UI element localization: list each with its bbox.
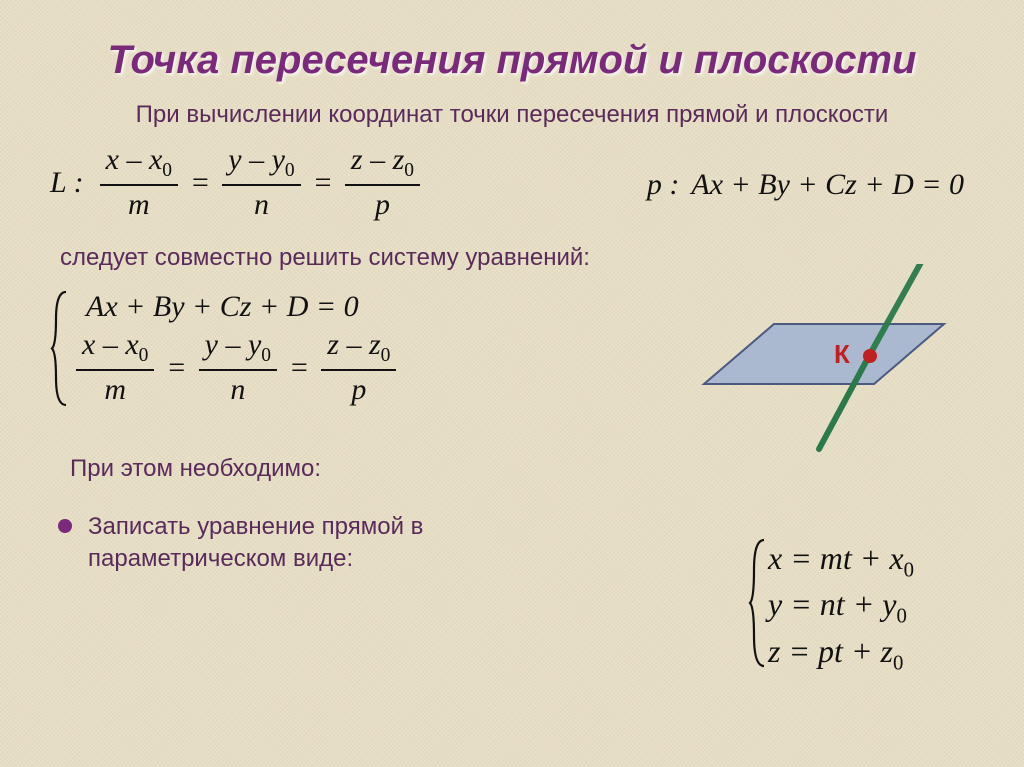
sfrac1-sub: 0 (139, 345, 149, 366)
system-eq1: Ax + By + Cz + D = 0 (72, 290, 512, 328)
line-label: L : (50, 166, 84, 200)
param-brace-icon (748, 538, 768, 668)
plane-equation: p : Ax + By + Cz + D = 0 (647, 168, 964, 202)
frac3-num: z – z (351, 143, 404, 176)
sfrac3-den: p (345, 371, 372, 407)
param-eq-z: z = pt + z0 (768, 631, 914, 677)
p2-lhs: y (768, 586, 782, 622)
p3-lhs: z (768, 633, 780, 669)
fraction-y: y – y0 n (222, 143, 300, 222)
plane-line-diagram: К (664, 264, 984, 454)
frac3-sub: 0 (404, 160, 414, 181)
sfrac3-num: z – z (327, 328, 380, 361)
p1-sub: 0 (904, 558, 914, 581)
sys-equals-1: = (166, 351, 186, 385)
necessary-text: При этом необходимо: (0, 455, 1024, 483)
sfrac2-num: y – y (205, 328, 262, 361)
line-equation: L : x – x0 m = y – y0 n = z – z0 p (50, 143, 424, 222)
p1-lhs: x (768, 540, 782, 576)
bullet-item: Записать уравнение прямой в параметричес… (0, 511, 538, 576)
param-eq-x: x = mt + x0 (768, 538, 914, 584)
sfrac2-den: n (224, 371, 251, 407)
frac2-num: y – y (228, 143, 285, 176)
frac3-den: p (369, 186, 396, 222)
frac2-den: n (248, 186, 275, 222)
bullet-icon (58, 519, 72, 533)
sfrac2-sub: 0 (261, 345, 271, 366)
p2-rhs: nt + y (820, 586, 897, 622)
sys-frac-z: z – z0 p (321, 328, 396, 407)
fraction-x: x – x0 m (100, 143, 178, 222)
sys-frac-y: y – y0 n (199, 328, 277, 407)
fraction-z: z – z0 p (345, 143, 420, 222)
p3-rhs: pt + z (818, 633, 893, 669)
plane-label: p : (647, 168, 680, 202)
bullet-text: Записать уравнение прямой в параметричес… (88, 511, 538, 576)
sfrac3-sub: 0 (381, 345, 391, 366)
equals-1: = (190, 166, 210, 200)
sfrac1-den: m (98, 371, 132, 407)
frac2-sub: 0 (285, 160, 295, 181)
equals-2: = (313, 166, 333, 200)
param-eq-y: y = nt + y0 (768, 584, 914, 630)
equation-system: Ax + By + Cz + D = 0 x – x0 m = y – y0 n… (50, 290, 512, 407)
sys-equals-2: = (289, 351, 309, 385)
frac1-num: x – x (106, 143, 163, 176)
system-eq2: x – x0 m = y – y0 n = z – z0 p (72, 328, 512, 407)
page-title: Точка пересечения прямой и плоскости (0, 0, 1024, 83)
frac1-sub: 0 (162, 160, 172, 181)
plane-formula: Ax + By + Cz + D = 0 (691, 168, 964, 202)
p3-sub: 0 (893, 651, 903, 674)
point-k-dot (863, 349, 877, 363)
parametric-system: x = mt + x0 y = nt + y0 z = pt + z0 (748, 538, 914, 677)
sys-frac-x: x – x0 m (76, 328, 154, 407)
point-k-label: К (834, 339, 850, 370)
p2-sub: 0 (896, 605, 906, 628)
sfrac1-num: x – x (82, 328, 139, 361)
intro-text: При вычислении координат точки пересечен… (0, 101, 1024, 129)
p1-rhs: mt + x (820, 540, 904, 576)
frac1-den: m (122, 186, 156, 222)
brace-icon (50, 290, 70, 407)
